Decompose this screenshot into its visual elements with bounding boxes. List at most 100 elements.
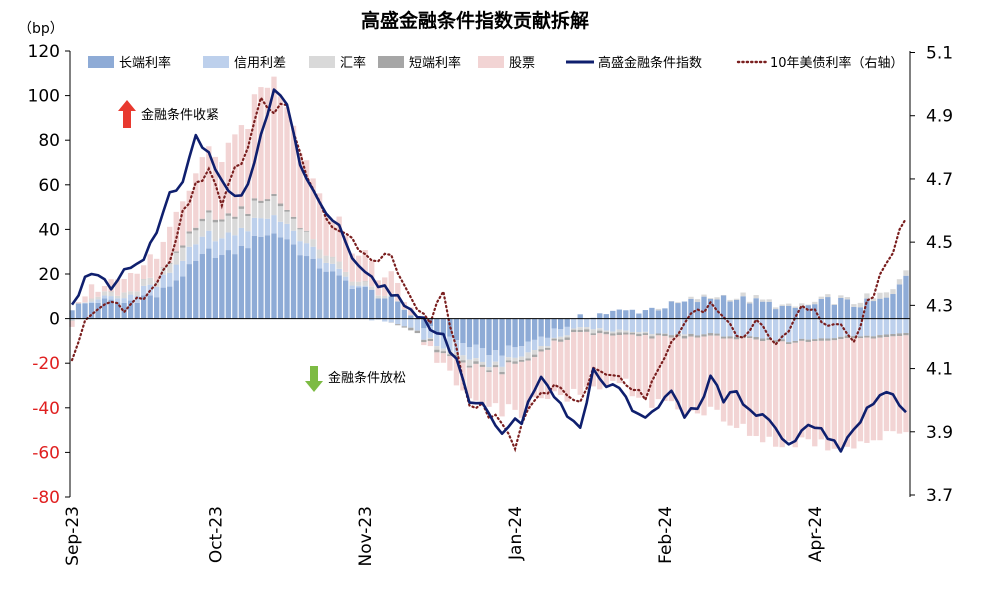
x-tick-label: Oct-23 (206, 506, 226, 563)
bar-segment (832, 305, 837, 319)
bar-segment (871, 338, 876, 440)
bar-segment (252, 218, 257, 236)
left-tick-label: -20 (32, 354, 60, 374)
bar-segment (643, 319, 648, 332)
bar-segment (415, 319, 420, 330)
bar-segment (897, 279, 902, 284)
legend-swatch (378, 56, 404, 68)
bar-segment (760, 341, 765, 442)
x-tick-group: Nov-23 (356, 506, 376, 567)
bar-segment (734, 337, 739, 340)
bar-segment (447, 356, 452, 370)
bar-segment (408, 328, 413, 331)
bar-segment (858, 336, 863, 338)
bar-segment (102, 286, 107, 291)
bar-segment (538, 337, 543, 346)
bar-segment (799, 341, 804, 438)
bar-segment (793, 308, 798, 319)
bar-segment (382, 296, 387, 298)
bar-segment (226, 250, 231, 319)
bar-segment (76, 302, 81, 303)
bar-segment (141, 286, 146, 296)
left-tick-label: -80 (32, 488, 60, 508)
bar-segment (148, 295, 153, 318)
bar-segment (565, 337, 570, 339)
bar-segment (832, 319, 837, 339)
bar-segment (551, 341, 556, 392)
bar-segment (780, 341, 785, 447)
bar-segment (128, 273, 133, 291)
bar-segment (95, 299, 100, 302)
bar-segment (317, 268, 322, 318)
bar-segment (903, 319, 908, 333)
bar-segment (271, 233, 276, 318)
bar-segment (187, 264, 192, 319)
bar-segment (167, 287, 172, 319)
bar-segment (245, 214, 250, 216)
bar-segment (304, 231, 309, 232)
x-tick-label: Nov-23 (356, 506, 376, 567)
bar-segment (174, 280, 179, 318)
bar-segment (753, 295, 758, 298)
bar-segment (825, 319, 830, 339)
bar-segment (714, 297, 719, 299)
bar-segment (695, 299, 700, 302)
bar-segment (571, 330, 576, 333)
bar-segment (265, 201, 270, 219)
bar-segment (825, 297, 830, 319)
bar-segment (519, 319, 524, 347)
bar-segment (213, 258, 218, 319)
bar-segment (617, 319, 622, 330)
bar-segment (721, 337, 726, 339)
arrow-shape (118, 100, 136, 128)
bar-segment (265, 219, 270, 236)
bar-segment (519, 346, 524, 356)
bar-segment (421, 340, 426, 342)
bar-segment (252, 236, 257, 319)
bar-segment (454, 319, 459, 340)
bar-segment (499, 367, 504, 372)
legend-label: 长端利率 (119, 55, 171, 71)
bar-segment (323, 256, 328, 263)
bar-segment (656, 319, 661, 334)
bar-segment (467, 360, 472, 366)
bar-segment (532, 355, 537, 358)
left-tick-label: 0 (49, 310, 60, 330)
x-tick-group: Feb-24 (656, 506, 676, 564)
bar-segment (493, 362, 498, 365)
left-tick-label: 100 (28, 87, 60, 107)
left-tick-label: 60 (38, 176, 60, 196)
bar-segment (877, 335, 882, 338)
bar-segment (617, 330, 622, 333)
bar-segment (708, 336, 713, 407)
x-tick-group: Oct-23 (206, 506, 226, 563)
bar-segment (597, 328, 602, 330)
legend-swatch (203, 56, 229, 68)
bar-segment (838, 339, 843, 448)
bar-segment (773, 307, 778, 309)
bar-segment (760, 302, 765, 319)
bar-segment (636, 314, 641, 319)
bar-segment (219, 238, 224, 255)
bar-segment (467, 319, 472, 348)
bar-segment (669, 335, 674, 337)
bar-segment (219, 219, 224, 221)
bar-segment (297, 228, 302, 229)
bar-segment (565, 335, 570, 337)
bar-segment (688, 297, 693, 299)
bar-segment (499, 372, 504, 374)
bar-segment (297, 241, 302, 255)
bar-segment (656, 310, 661, 318)
bar-segment (793, 343, 798, 447)
bar-segment (662, 308, 667, 318)
bar-segment (95, 297, 100, 300)
bar-segment (499, 356, 504, 367)
bar-segment (558, 339, 563, 341)
bar-segment (747, 302, 752, 304)
bar-segment (402, 326, 407, 327)
bar-segment (460, 319, 465, 343)
bar-segment (232, 235, 237, 254)
bar-segment (193, 261, 198, 319)
bar-segment (506, 362, 511, 404)
legend-label: 信用利差 (234, 56, 286, 71)
